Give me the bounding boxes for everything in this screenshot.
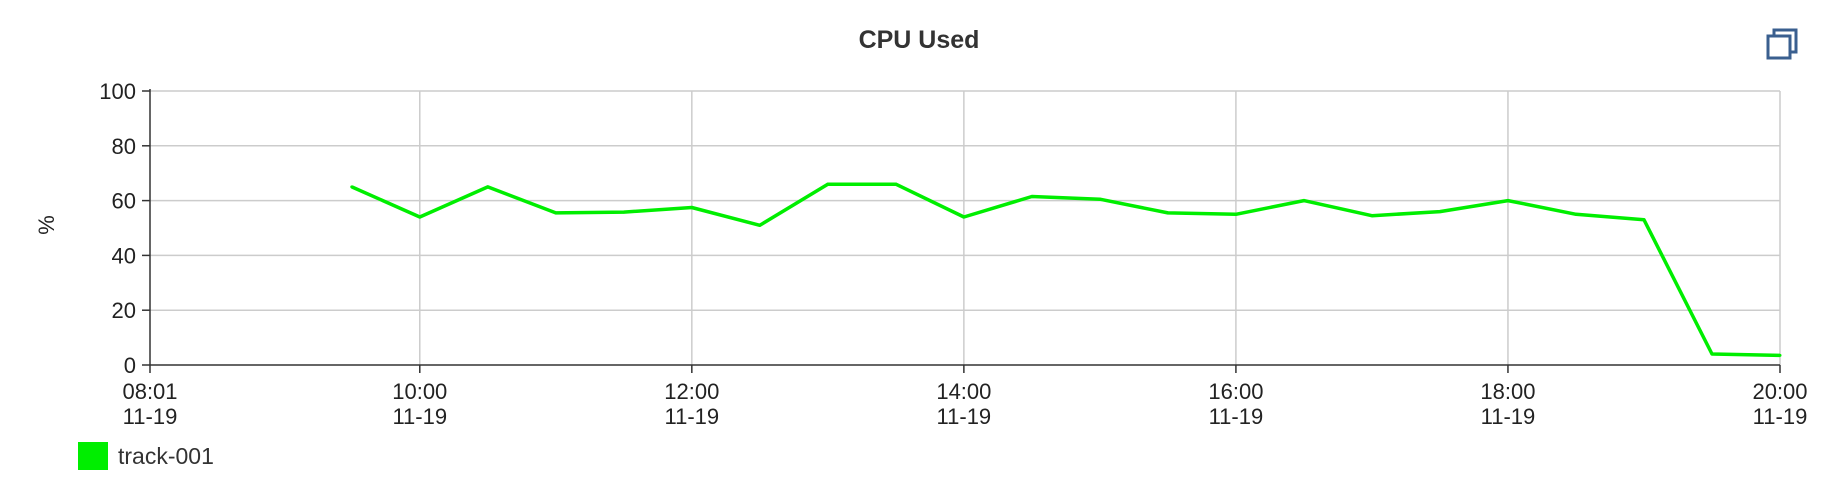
y-tick-label: 60 (112, 189, 136, 214)
data-point (1438, 210, 1442, 214)
restore-window-icon[interactable] (1764, 26, 1800, 62)
x-tick-label-time: 14:00 (936, 379, 991, 404)
y-tick-label: 20 (112, 298, 136, 323)
data-point (622, 210, 626, 214)
data-point (1302, 199, 1306, 203)
data-point (418, 215, 422, 219)
x-tick-label-date: 11-19 (937, 404, 992, 429)
x-tick-label-date: 11-19 (665, 404, 720, 429)
legend-swatch (78, 442, 108, 470)
data-point (1030, 194, 1034, 198)
grid (150, 90, 1781, 365)
x-tick-label-time: 10:00 (392, 379, 447, 404)
series (350, 182, 1782, 358)
y-axis-label: % (34, 215, 59, 235)
x-tick-label-time: 12:00 (664, 379, 719, 404)
tick-labels: 02040608010008:0111-1910:0011-1912:0011-… (99, 79, 1807, 429)
series-line-track-001 (351, 182, 1781, 358)
data-point (486, 185, 490, 189)
x-tick-label-time: 08:01 (122, 379, 177, 404)
data-point (1506, 199, 1510, 203)
x-tick-label-time: 18:00 (1480, 379, 1535, 404)
y-tick-label: 80 (112, 134, 136, 159)
x-tick-label-time: 20:00 (1752, 379, 1807, 404)
chart-title: CPU Used (858, 26, 980, 54)
axes (142, 89, 1781, 373)
data-point (1778, 353, 1782, 357)
y-tick-label: 100 (99, 79, 136, 104)
legend-item-track-001[interactable]: track-001 (78, 442, 214, 470)
x-tick-label-date: 11-19 (1209, 404, 1264, 429)
data-point (826, 182, 830, 186)
data-point (894, 182, 898, 186)
data-point (1710, 352, 1714, 356)
data-point (962, 215, 966, 219)
y-tick-label: 0 (124, 353, 136, 378)
data-point (1234, 212, 1238, 216)
data-point (690, 205, 694, 209)
data-point (1370, 214, 1374, 218)
x-tick-label-date: 11-19 (1481, 404, 1536, 429)
data-point (1574, 212, 1578, 216)
data-point (554, 211, 558, 215)
x-tick-label-time: 16:00 (1208, 379, 1263, 404)
x-tick-label-date: 11-19 (1753, 404, 1808, 429)
x-tick-label-date: 11-19 (392, 404, 447, 429)
x-tick-label-date: 11-19 (123, 404, 178, 429)
data-point (1166, 211, 1170, 215)
data-point (1642, 218, 1646, 222)
data-point (758, 223, 762, 227)
y-tick-label: 40 (112, 243, 136, 268)
data-point (1098, 197, 1102, 201)
legend-label: track-001 (118, 442, 214, 469)
data-point (350, 185, 354, 189)
